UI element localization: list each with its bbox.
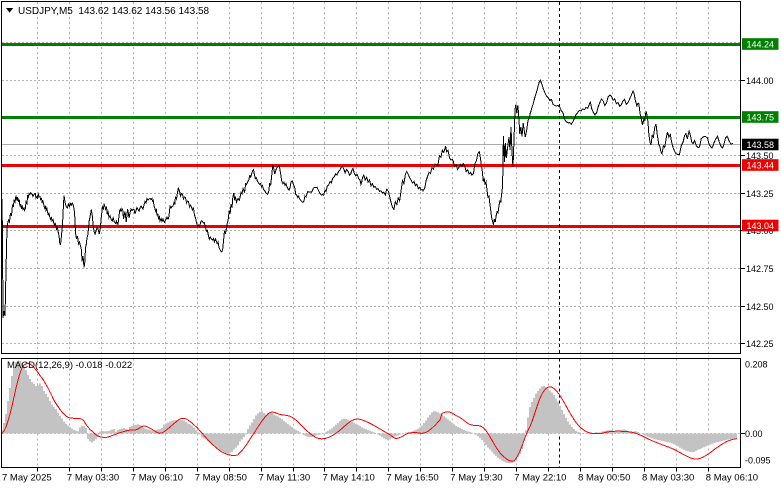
svg-text:7 May 19:30: 7 May 19:30 bbox=[450, 473, 502, 484]
svg-text:7 May 11:30: 7 May 11:30 bbox=[259, 473, 311, 484]
svg-text:0.208: 0.208 bbox=[745, 359, 768, 369]
svg-text:-0.095: -0.095 bbox=[745, 455, 771, 465]
svg-text:143.25: 143.25 bbox=[746, 189, 774, 199]
svg-text:143.75: 143.75 bbox=[747, 112, 775, 122]
svg-text:143.58: 143.58 bbox=[747, 140, 775, 150]
svg-text:7 May 14:10: 7 May 14:10 bbox=[323, 473, 375, 484]
svg-text:8 May 00:50: 8 May 00:50 bbox=[578, 473, 630, 484]
svg-text:7 May 16:50: 7 May 16:50 bbox=[386, 473, 438, 484]
svg-text:7 May 06:10: 7 May 06:10 bbox=[131, 473, 183, 484]
svg-text:7 May 03:30: 7 May 03:30 bbox=[67, 473, 119, 484]
svg-text:MACD(12,26,9) -0.018 -0.022: MACD(12,26,9) -0.018 -0.022 bbox=[7, 360, 132, 371]
svg-text:8 May 06:10: 8 May 06:10 bbox=[706, 473, 758, 484]
svg-text:142.50: 142.50 bbox=[746, 302, 774, 312]
svg-text:7 May 08:50: 7 May 08:50 bbox=[195, 473, 247, 484]
svg-text:142.25: 142.25 bbox=[746, 339, 774, 349]
svg-text:143.04: 143.04 bbox=[747, 221, 775, 231]
svg-text:7 May 22:10: 7 May 22:10 bbox=[514, 473, 566, 484]
svg-text:144.24: 144.24 bbox=[747, 39, 775, 49]
svg-text:143.50: 143.50 bbox=[746, 151, 774, 161]
svg-text:0.00: 0.00 bbox=[745, 429, 763, 439]
svg-text:142.75: 142.75 bbox=[746, 264, 774, 274]
svg-text:143.44: 143.44 bbox=[747, 160, 775, 170]
svg-text:USDJPY,M5 143.62 143.62 143.5: USDJPY,M5 143.62 143.62 143.56 143.58 bbox=[18, 6, 210, 17]
svg-text:8 May 03:30: 8 May 03:30 bbox=[642, 473, 694, 484]
svg-text:144.00: 144.00 bbox=[746, 76, 774, 86]
svg-text:7 May 2025: 7 May 2025 bbox=[2, 473, 52, 484]
